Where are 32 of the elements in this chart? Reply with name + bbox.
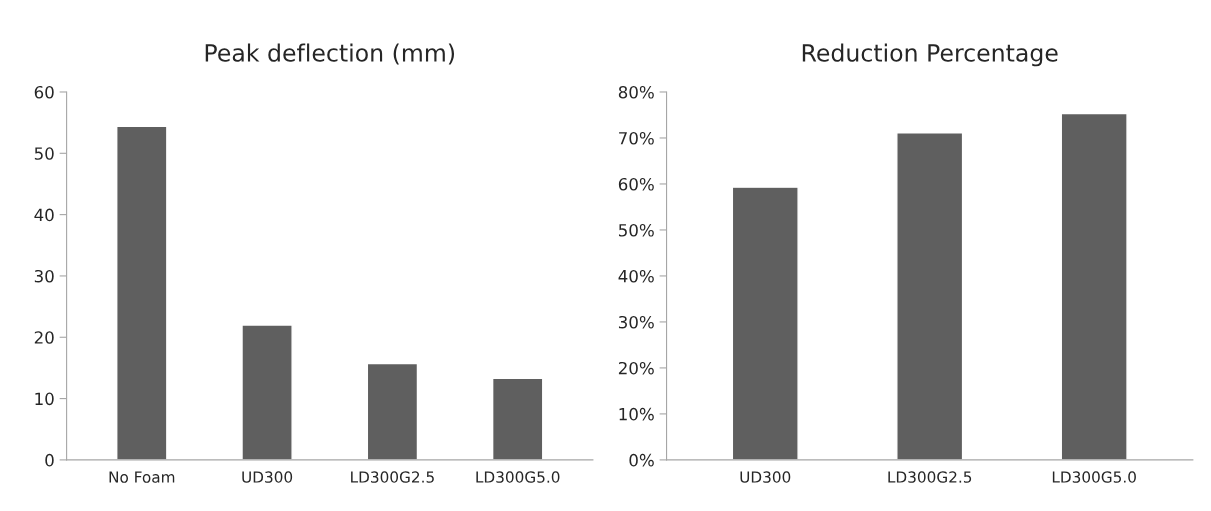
y-tick-label: 10% bbox=[619, 407, 654, 421]
bar bbox=[116, 125, 168, 460]
x-tick-label: LD300G2.5 bbox=[351, 471, 434, 483]
y-tick-label: 80% bbox=[618, 85, 654, 99]
y-tick-label: 60% bbox=[618, 177, 654, 191]
x-tick-label: LD300G5.0 bbox=[1052, 471, 1136, 483]
chart-title: Peak deflection (mm) bbox=[205, 43, 455, 65]
y-tick-label: 70% bbox=[619, 131, 654, 145]
x-tick-label: UD300 bbox=[740, 471, 791, 483]
y-tick-label: 30% bbox=[618, 315, 654, 329]
y-tick-label: 60 bbox=[34, 85, 54, 99]
x-tick-label: LD300G5.0 bbox=[476, 471, 560, 483]
y-tick-label: 40% bbox=[618, 269, 654, 283]
y-tick-label: 0% bbox=[629, 453, 654, 467]
x-tick-label: LD300G2.5 bbox=[888, 471, 972, 483]
x-tick-label: No Foam bbox=[109, 471, 175, 483]
y-tick-label: 40 bbox=[34, 208, 54, 222]
bar bbox=[896, 132, 964, 460]
y-tick-label: 30 bbox=[34, 269, 54, 283]
y-tick-label: 50 bbox=[34, 147, 54, 160]
x-tick-label: UD300 bbox=[242, 471, 293, 483]
chart-title: Reduction Percentage bbox=[802, 43, 1058, 67]
bar bbox=[491, 377, 544, 460]
bar bbox=[366, 362, 419, 460]
y-tick-label: 10 bbox=[35, 392, 54, 406]
bar bbox=[241, 324, 293, 460]
bar bbox=[1060, 112, 1128, 460]
y-tick-label: 20 bbox=[34, 331, 54, 344]
y-tick-label: 20% bbox=[618, 361, 654, 375]
y-tick-label: 50% bbox=[619, 223, 654, 237]
bar bbox=[731, 186, 799, 460]
y-tick-label: 0 bbox=[45, 453, 54, 467]
